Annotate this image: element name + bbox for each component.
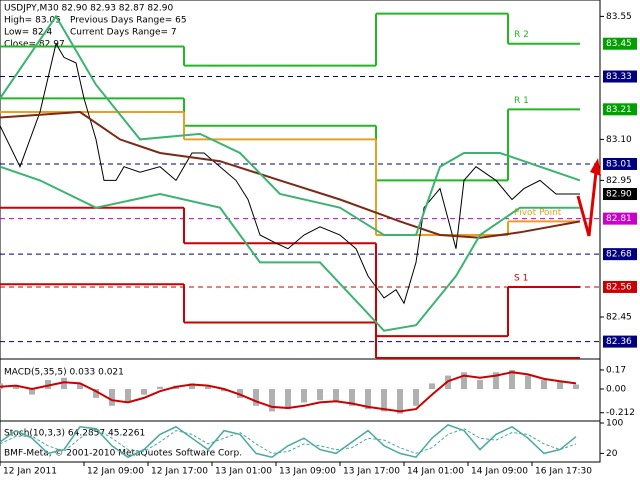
x-tick-label: 12 Jan 09:00: [87, 467, 144, 477]
pivot-label: R 1: [514, 96, 529, 106]
arrow-head: [590, 158, 601, 176]
series-line: [0, 42, 580, 305]
y-tick-label: 100: [606, 419, 623, 429]
x-tick-label: 13 Jan 01:00: [215, 467, 272, 477]
chart-title: USDJPY,M30 82.90 82.93 82.87 82.90: [4, 4, 173, 14]
histogram-bar: [333, 388, 339, 403]
series-line: [0, 110, 581, 239]
histogram-bar: [205, 386, 211, 389]
histogram-bar: [541, 380, 547, 389]
histogram-bar: [509, 369, 515, 389]
histogram-bar: [557, 382, 563, 389]
series-line: [0, 371, 577, 413]
level-label: 82.81: [606, 214, 632, 224]
annotation: Previous Days Range= 65: [70, 16, 187, 26]
histogram-bar: [493, 372, 499, 389]
x-tick-label: 13 Jan 09:00: [279, 467, 336, 477]
pivot-label: R 2: [514, 30, 529, 40]
x-tick-label: 14 Jan 01:00: [407, 467, 464, 477]
panel-title: MACD(5,35,5) 0.033 0.021: [4, 368, 124, 378]
series-line: [0, 424, 577, 459]
level-label: 83.33: [606, 72, 632, 82]
level-badge: [603, 70, 637, 83]
histogram-bar: [109, 388, 115, 406]
x-tick-label: 13 Jan 17:00: [343, 467, 400, 477]
histogram-bar: [141, 388, 147, 395]
histogram-bar: [189, 383, 195, 389]
level-label: 82.56: [606, 282, 632, 292]
histogram-bar: [77, 383, 83, 389]
level-label: 82.90: [606, 190, 632, 200]
x-tick-label: 14 Jan 09:00: [471, 467, 528, 477]
y-tick-label: 82.45: [606, 313, 632, 323]
level-badge: [603, 103, 637, 116]
histogram-bar: [365, 388, 371, 410]
histogram-bar: [45, 380, 51, 389]
level-badge: [603, 37, 637, 50]
annotation: Low= 82.4: [4, 28, 52, 38]
annotation: Current Days Range= 7: [70, 28, 177, 38]
y-tick-label: 83.55: [606, 12, 632, 22]
histogram-bar: [525, 375, 531, 389]
histogram-bar: [93, 388, 99, 398]
y-tick-label: 0.00: [606, 384, 626, 394]
histogram-bar: [397, 388, 403, 414]
histogram-bar: [349, 388, 355, 406]
histogram-bar: [477, 380, 483, 389]
x-tick-label: 12 Jan 17:00: [151, 467, 208, 477]
histogram-bar: [461, 372, 467, 389]
histogram-bar: [221, 388, 227, 392]
series-line: [0, 165, 580, 332]
y-tick-label: 20: [606, 449, 618, 459]
level-label: 83.45: [606, 39, 632, 49]
y-tick-label: 82.95: [606, 176, 632, 186]
plot-frame: [0, 0, 601, 463]
histogram-bar: [429, 383, 435, 389]
histogram-bar: [61, 377, 67, 389]
level-badge: [603, 157, 637, 170]
annotation: High= 83.05: [4, 16, 61, 26]
histogram-bar: [269, 388, 275, 412]
histogram-bar: [253, 388, 259, 406]
level-badge: [603, 188, 637, 201]
histogram-bar: [573, 384, 579, 389]
histogram-bar: [29, 388, 35, 395]
series-line: [0, 14, 581, 236]
histogram-bar: [13, 385, 19, 389]
histogram-bar: [381, 388, 387, 412]
pivot-label: S 1: [514, 273, 528, 283]
level-label: 83.01: [606, 159, 632, 169]
level-badge: [603, 248, 637, 261]
y-tick-label: 83.10: [606, 135, 632, 145]
level-label: 83.21: [606, 105, 632, 115]
histogram-bar: [157, 386, 163, 389]
histogram-bar: [301, 388, 307, 403]
x-tick-label: 16 Jan 17:30: [535, 467, 592, 477]
level-badge: [603, 280, 637, 293]
histogram-bar: [317, 388, 323, 401]
y-tick-label: -0.212: [606, 408, 635, 418]
x-tick-label: 12 Jan 2011: [3, 467, 57, 477]
level-label: 82.36: [606, 337, 632, 347]
histogram-bar: [413, 388, 419, 406]
histogram-bar: [237, 388, 243, 398]
level-label: 82.68: [606, 250, 632, 260]
forecast-arrow: [576, 171, 598, 237]
histogram-bar: [285, 388, 291, 410]
y-tick-label: 0.17: [606, 365, 626, 375]
annotation: Close= 82.97: [4, 40, 65, 50]
pivot-label: Pivot Point: [514, 208, 562, 218]
level-badge: [603, 335, 637, 348]
histogram-bar: [125, 388, 131, 403]
level-badge: [603, 212, 637, 225]
